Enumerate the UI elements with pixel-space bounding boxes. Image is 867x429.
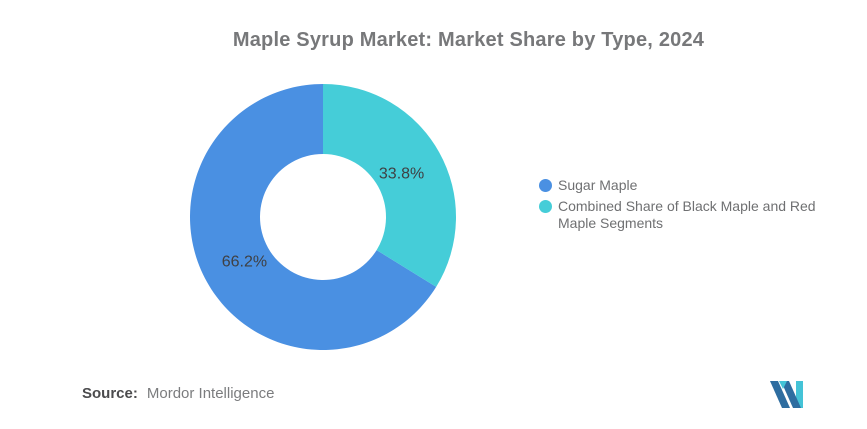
logo-teal-triangle [779, 381, 787, 389]
donut-slice-1[interactable] [323, 84, 456, 287]
donut-slice-0[interactable] [189, 84, 437, 351]
logo-navy-band-left [770, 381, 790, 408]
source-name: Mordor Intelligence [146, 385, 275, 402]
legend: Sugar Maple Combined Share of Black Mapl… [539, 177, 851, 236]
legend-item-combined-share[interactable]: Combined Share of Black Maple and Red Ma… [539, 198, 851, 232]
legend-label-combined-share: Combined Share of Black Maple and Red Ma… [558, 198, 816, 231]
legend-swatch-combined-share-icon [539, 200, 552, 213]
logo-navy-band-right [781, 381, 801, 408]
mordor-intelligence-logo-icon [770, 381, 803, 408]
donut-chart: 66.2% 33.8% [189, 84, 456, 351]
slice-percentage-label: 66.2% [222, 253, 267, 270]
legend-swatch-sugar-maple-icon [539, 179, 552, 192]
legend-label-sugar-maple: Sugar Maple [558, 177, 638, 193]
slice-percentage-label: 33.8% [379, 166, 424, 183]
source-attribution: Source: Mordor Intelligence [82, 385, 274, 402]
chart-title: Maple Syrup Market: Market Share by Type… [232, 29, 705, 51]
legend-item-sugar-maple[interactable]: Sugar Maple [539, 177, 851, 194]
source-prefix: Source: [82, 385, 138, 402]
